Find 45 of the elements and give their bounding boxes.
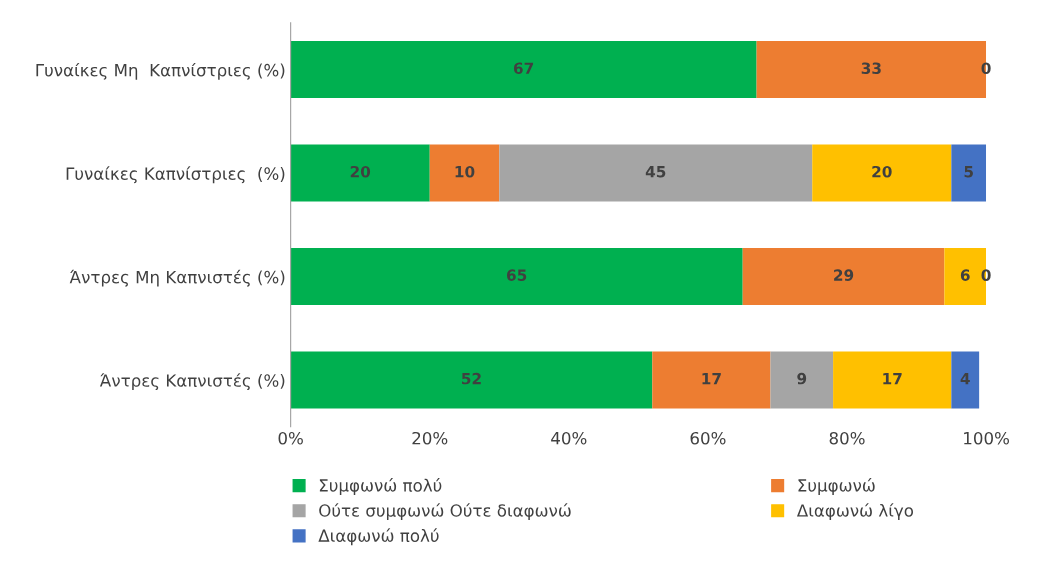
x-tick-label: 0% [278, 431, 303, 445]
bar [951, 351, 980, 409]
y-tick-label: Άντρες Μη Καπνιστές (%) [69, 269, 285, 287]
x-tick-label: 20% [412, 431, 448, 445]
x-tick-label: 60% [690, 431, 726, 445]
data-label: 5 [964, 166, 973, 178]
bar [290, 41, 757, 99]
x-tick-label: 100% [964, 431, 1009, 445]
bar [499, 144, 813, 202]
y-tick-label: Γυναίκες Καπνίστριες (%) [66, 166, 285, 184]
bar [429, 144, 500, 202]
data-label: 20 [872, 165, 892, 178]
legend-label: Διαφωνώ πολύ [318, 528, 439, 546]
data-label: 6 [960, 269, 970, 281]
legend-label: Ούτε συμφωνώ Ούτε διαφωνώ [319, 503, 571, 521]
y-tick-label: Γυναίκες Μη Καπνίστριες (%) [36, 62, 285, 80]
data-label: 17 [883, 373, 902, 385]
bar [951, 144, 987, 202]
bar [290, 144, 430, 202]
data-label: 33 [861, 62, 881, 75]
data-label: 45 [645, 166, 666, 178]
x-tick-label: 40% [551, 431, 587, 445]
data-label: 9 [797, 372, 807, 385]
data-label: 29 [834, 269, 854, 281]
data-label: 0 [981, 269, 991, 281]
bar [652, 351, 771, 409]
legend-label: Συμφωνώ πολύ [319, 478, 442, 495]
data-label: 4 [960, 373, 970, 385]
x-tick-label: 80% [829, 431, 865, 445]
bar [742, 248, 945, 305]
legend-label: Διαφωνώ λίγο [796, 503, 914, 521]
bar [770, 351, 834, 409]
bar [833, 351, 952, 409]
y-tick-label: Άντρες Καπνιστές (%) [99, 373, 285, 391]
data-label: 52 [462, 372, 481, 385]
data-label: 10 [455, 165, 475, 178]
bar [290, 351, 653, 409]
data-label: 20 [350, 165, 371, 178]
data-label: 65 [506, 269, 527, 281]
legend-label: Συμφωνώ [798, 478, 875, 495]
bar [812, 144, 952, 202]
data-label: 67 [513, 62, 534, 75]
data-label: 17 [702, 373, 721, 385]
data-label: 0 [981, 62, 991, 75]
bar [290, 248, 743, 305]
